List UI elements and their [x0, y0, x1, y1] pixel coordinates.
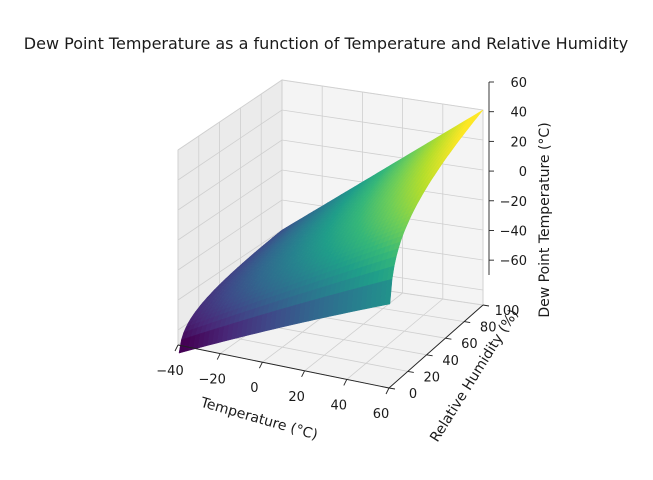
x-axis-line	[177, 344, 390, 389]
chart-title: Dew Point Temperature as a function of T…	[24, 34, 628, 53]
x-tick	[343, 379, 348, 386]
x-tick	[385, 387, 390, 395]
y-tick	[482, 304, 490, 307]
y-tick-label: 0	[409, 387, 417, 402]
z-tick-label: 0	[519, 165, 527, 180]
x-tick-label: 0	[250, 381, 258, 396]
x-tick-label: −20	[198, 373, 225, 388]
z-tick-label: 20	[510, 135, 527, 150]
surface-cell	[384, 278, 393, 306]
z-axis-label: Dew Point Temperature (°C)	[537, 122, 553, 317]
x-tick	[301, 370, 306, 378]
surface	[178, 109, 484, 354]
z-grid-line	[177, 109, 484, 181]
x-tick	[216, 353, 221, 360]
x-tick-label: 20	[288, 390, 305, 405]
y-tick-label: 80	[480, 321, 497, 336]
y-tick-label: 60	[461, 337, 478, 352]
y-tick-label: 100	[495, 304, 520, 319]
z-grid-line	[177, 79, 484, 151]
x-tick	[174, 344, 179, 352]
z-tick-label: 40	[510, 106, 527, 121]
z-tick-label: −20	[500, 195, 527, 210]
y-tick-label: 20	[424, 370, 441, 385]
x-tick-label: −40	[156, 364, 183, 379]
x-tick-label: 40	[331, 398, 348, 413]
axis-lines	[174, 81, 494, 395]
z-tick-label: −40	[500, 224, 527, 239]
z-tick-labels: −60 −40 −20 0 20 40 60	[500, 76, 527, 269]
z-tick-label: −60	[500, 254, 527, 269]
y-axis-line	[388, 304, 484, 389]
z-tick-label: 60	[510, 76, 527, 91]
y-tick	[388, 387, 396, 390]
x-tick-labels: −40 −20 0 20 40 60	[156, 364, 389, 422]
x-tick	[258, 361, 263, 369]
x-tick-label: 60	[373, 407, 390, 422]
y-tick	[464, 321, 471, 324]
y-tick	[445, 337, 452, 340]
y-tick	[426, 354, 433, 357]
y-tick	[407, 370, 414, 373]
y-tick-label: 40	[442, 354, 459, 369]
z-grid-line	[177, 199, 484, 271]
